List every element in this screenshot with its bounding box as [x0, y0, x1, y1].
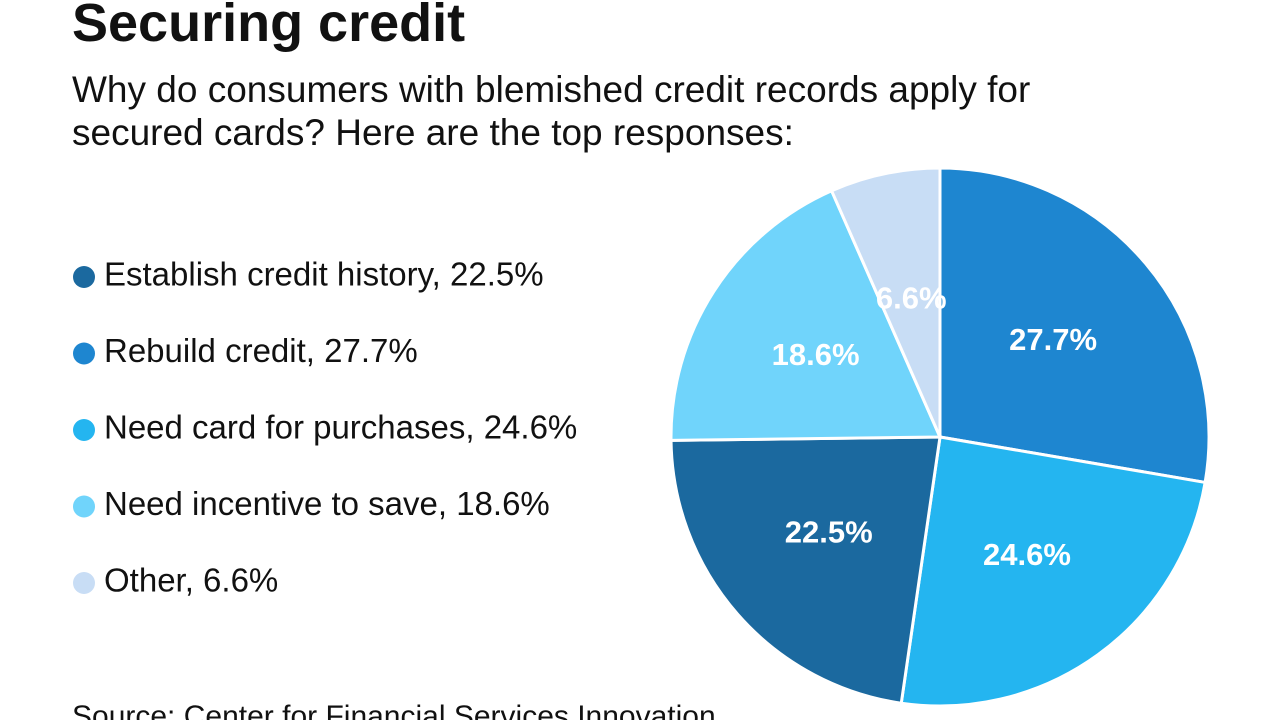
pie-slice [669, 188, 943, 442]
legend-label: Need incentive to save, 18.6% [104, 485, 550, 522]
pie-slice [938, 166, 1211, 485]
legend-marker [73, 572, 95, 594]
legend-label: Other, 6.6% [104, 562, 278, 599]
legend-marker [73, 266, 95, 288]
legend-marker [73, 342, 95, 365]
slice-label: 18.6% [772, 337, 860, 372]
legend-label: Establish credit history, 22.5% [104, 256, 544, 293]
pie-slice [669, 435, 942, 705]
chart-title: Securing credit [72, 0, 466, 53]
legend-marker [73, 419, 95, 441]
slice-label: 24.6% [983, 537, 1071, 572]
source-note: Source: Center for Financial Services In… [72, 700, 716, 720]
legend-label: Need card for purchases, 24.6% [104, 409, 577, 446]
slice-label: 27.7% [1009, 322, 1097, 357]
legend-label: Rebuild credit, 27.7% [104, 332, 418, 369]
pie-slice [899, 435, 1207, 708]
slice-label: 22.5% [785, 515, 873, 550]
chart-subtitle: Why do consumers with blemished credit r… [72, 69, 1031, 153]
legend-marker [73, 495, 95, 518]
pie-slice [829, 166, 942, 438]
slice-label: 6.6% [876, 280, 947, 315]
